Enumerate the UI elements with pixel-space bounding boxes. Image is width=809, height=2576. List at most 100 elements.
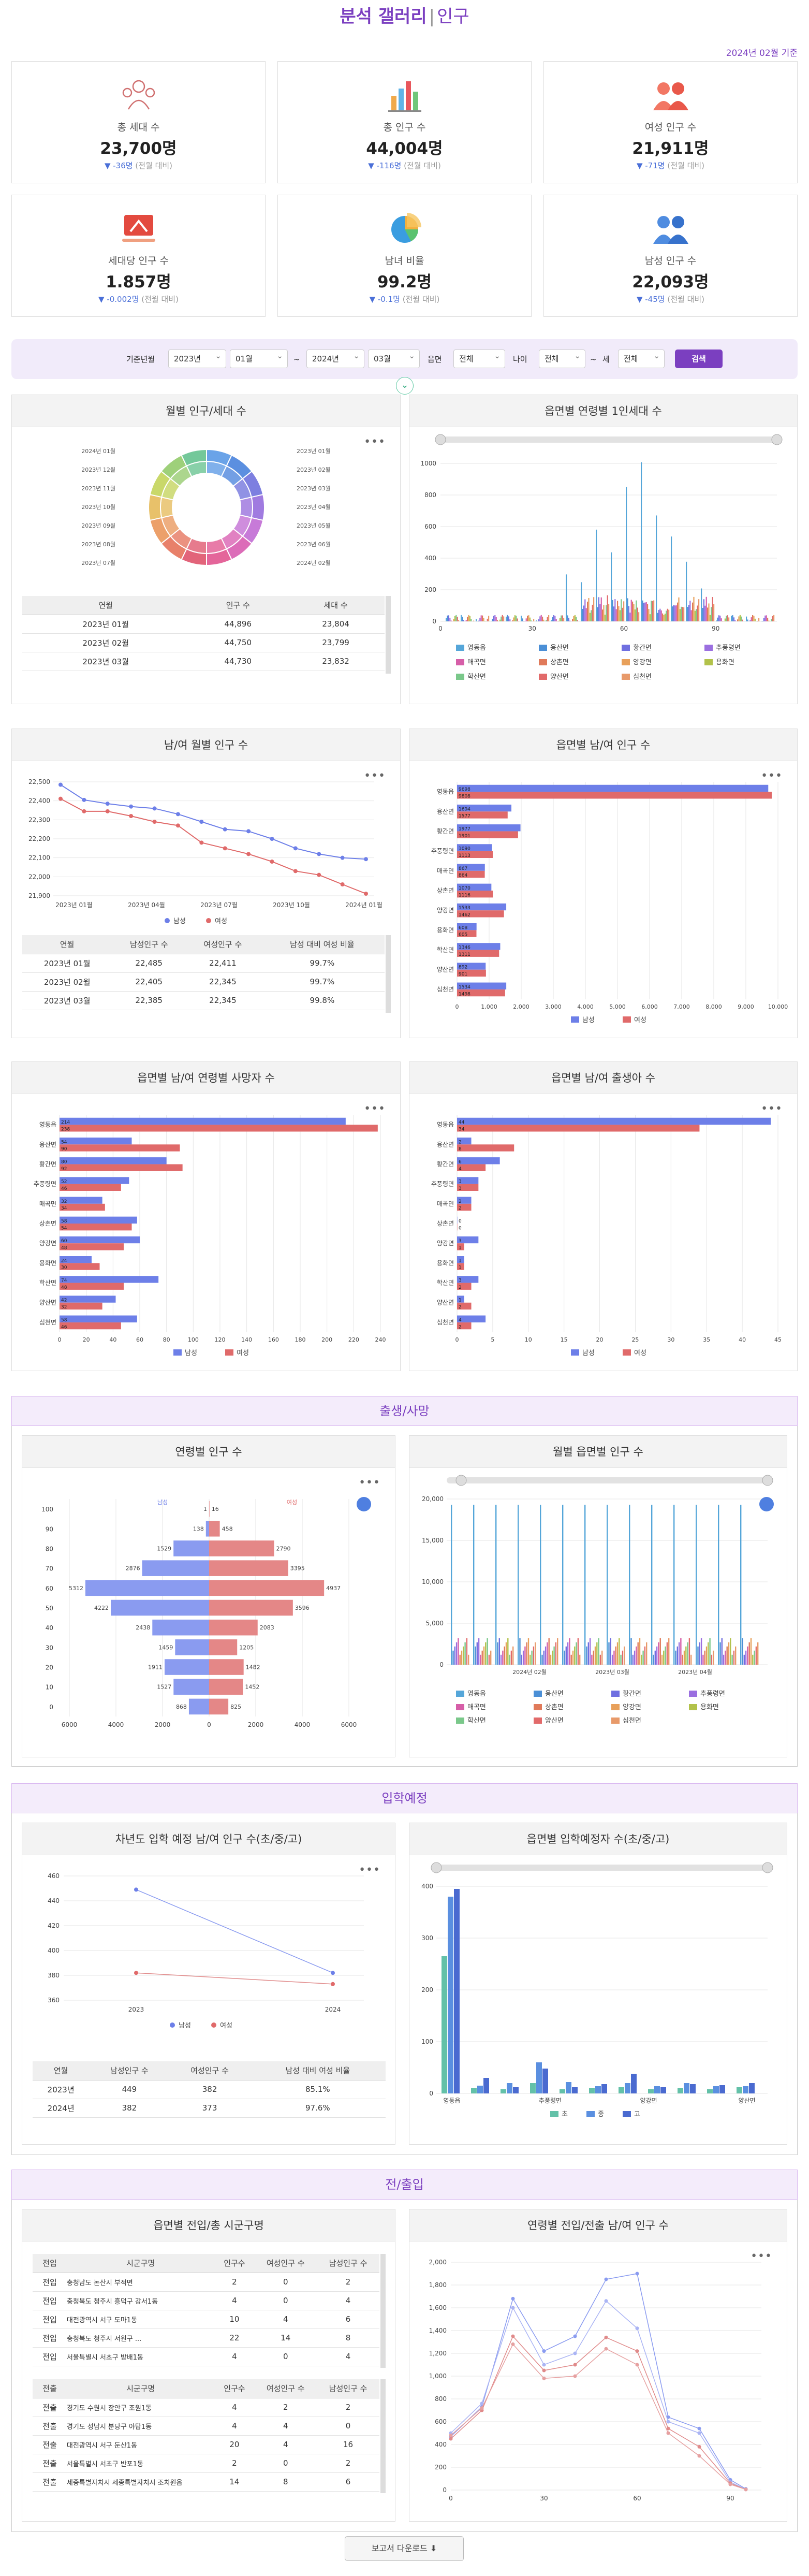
- more-icon[interactable]: •••: [761, 1102, 783, 1115]
- bar: [209, 1639, 238, 1655]
- table-cell: 2: [317, 2273, 379, 2292]
- bar: [596, 1642, 598, 1665]
- stat-card: 총 세대 수 23,700명 ▼ -36명 (전월 대비): [11, 61, 266, 183]
- legend-label: 여성: [287, 1499, 297, 1506]
- table-row: 2024년 382 373 97.6%: [33, 2099, 386, 2118]
- bar: [751, 617, 752, 621]
- page-title: 분석 갤러리 | 인구: [0, 2, 809, 27]
- bar: [60, 1184, 121, 1191]
- legend-label: 여성: [634, 1016, 646, 1024]
- bar: [688, 605, 689, 621]
- legend-label: 용산면: [545, 1690, 564, 1698]
- bar: [457, 1203, 472, 1211]
- bar: [598, 1638, 599, 1665]
- more-icon[interactable]: •••: [761, 769, 783, 782]
- stat-card: 여성 인구 수 21,911명 ▼ -71명 (전월 대비): [543, 61, 798, 183]
- more-icon[interactable]: •••: [364, 1102, 386, 1115]
- data-label: 2: [459, 1140, 462, 1145]
- table-cell: 0: [254, 2273, 317, 2292]
- x-tick-label: 0: [207, 1721, 211, 1728]
- search-button[interactable]: 검색: [675, 350, 723, 368]
- data-label: 238: [61, 1127, 70, 1132]
- bar: [457, 844, 492, 851]
- data-label: 2790: [276, 1545, 291, 1552]
- zoom-button-icon: [759, 1497, 774, 1511]
- donut-label: 2023년 12월: [81, 467, 115, 473]
- donut-label: 2024년 01월: [81, 448, 115, 455]
- end-year-select[interactable]: 2024년: [306, 347, 364, 368]
- table-cell: 382: [89, 2099, 170, 2118]
- bar: [173, 1540, 209, 1556]
- panel-title: 차년도 입학 예정 남/여 인구 수(초/중/고): [22, 1823, 395, 1855]
- data-point: [175, 812, 180, 817]
- bar: [488, 1654, 490, 1665]
- age-from-select[interactable]: 전체: [539, 347, 585, 368]
- bar: [461, 615, 462, 621]
- category-label: 60: [46, 1585, 53, 1592]
- category-label: 10: [46, 1684, 53, 1691]
- donut-slice: [251, 493, 265, 521]
- table-cell: 전입: [33, 2328, 67, 2348]
- start-year-select[interactable]: 2023년: [168, 347, 226, 368]
- data-point: [511, 2296, 515, 2301]
- bar: [457, 1283, 472, 1290]
- more-icon[interactable]: •••: [364, 435, 386, 448]
- more-icon[interactable]: •••: [359, 1864, 380, 1876]
- bar: [682, 1654, 683, 1665]
- bar: [687, 607, 688, 621]
- more-icon[interactable]: •••: [751, 2250, 772, 2263]
- more-icon[interactable]: •••: [359, 1476, 380, 1489]
- data-point: [246, 852, 251, 856]
- data-label: 6: [459, 1159, 462, 1165]
- bar: [747, 1646, 748, 1665]
- age-label: 나이: [513, 355, 527, 364]
- panel-move-chart: 연령별 전입/전출 남/여 인구 수 ••• 0 200 400 600 800 1,00…: [409, 2209, 787, 2522]
- bar: [749, 2083, 755, 2093]
- x-tick-label: 10: [525, 1336, 532, 1343]
- data-point: [82, 809, 86, 813]
- bar: [464, 1642, 466, 1665]
- donut-label: 2023년 08월: [81, 541, 115, 548]
- report-download-button[interactable]: 보고서 다운로드 ⬇: [345, 2536, 464, 2561]
- region-select[interactable]: 전체: [453, 347, 505, 368]
- more-icon[interactable]: •••: [364, 769, 386, 782]
- bar: [487, 618, 488, 621]
- legend-label: 남성: [157, 1499, 168, 1506]
- panel-monthly-pop: 월별 인구/세대 수 ••• 2024년 01월 2023년 12월 2023년 1…: [11, 395, 401, 704]
- x-tick-label: 40: [109, 1336, 116, 1343]
- bar: [555, 1642, 557, 1665]
- bar: [705, 1646, 708, 1665]
- table-cell: 14: [254, 2328, 317, 2348]
- start-month-select[interactable]: 01월: [230, 347, 288, 368]
- bar: [478, 1638, 480, 1665]
- base-date: 2024년 02월 기준: [726, 48, 798, 59]
- data-label: 5312: [69, 1585, 83, 1592]
- table-header: 연월 남성인구 수 여성인구 수 남성 대비 여성 비율: [33, 2061, 386, 2080]
- data-label: 458: [222, 1525, 233, 1532]
- bar: [572, 2087, 578, 2093]
- monthly-table: 연월 인구 수 세대 수 2023년 01월 44,896 23,804 2023년 02월…: [22, 596, 391, 674]
- legend-swatch: [173, 1349, 182, 1356]
- bar: [572, 619, 573, 621]
- data-label: 46: [61, 1186, 67, 1191]
- age-to-select[interactable]: 전체: [618, 347, 665, 368]
- data-point: [152, 806, 157, 811]
- collapse-toggle-icon[interactable]: ⌄: [396, 377, 414, 395]
- bar: [648, 609, 650, 621]
- x-tick-label: 4000: [295, 1721, 311, 1728]
- table-cell: 전입: [33, 2273, 67, 2292]
- donut-label: 2024년 02월: [297, 560, 331, 566]
- y-tick-label: 1000: [420, 460, 436, 467]
- data-label: 1113: [459, 853, 470, 858]
- slider-handle: [435, 434, 446, 445]
- data-point: [542, 2376, 546, 2380]
- series-line: [60, 784, 366, 860]
- end-month-select[interactable]: 03월: [368, 347, 420, 368]
- bar: [752, 615, 754, 621]
- bar: [576, 617, 577, 621]
- data-point: [604, 2299, 608, 2303]
- legend-label: 여성: [220, 2022, 232, 2030]
- data-point: [697, 2426, 701, 2431]
